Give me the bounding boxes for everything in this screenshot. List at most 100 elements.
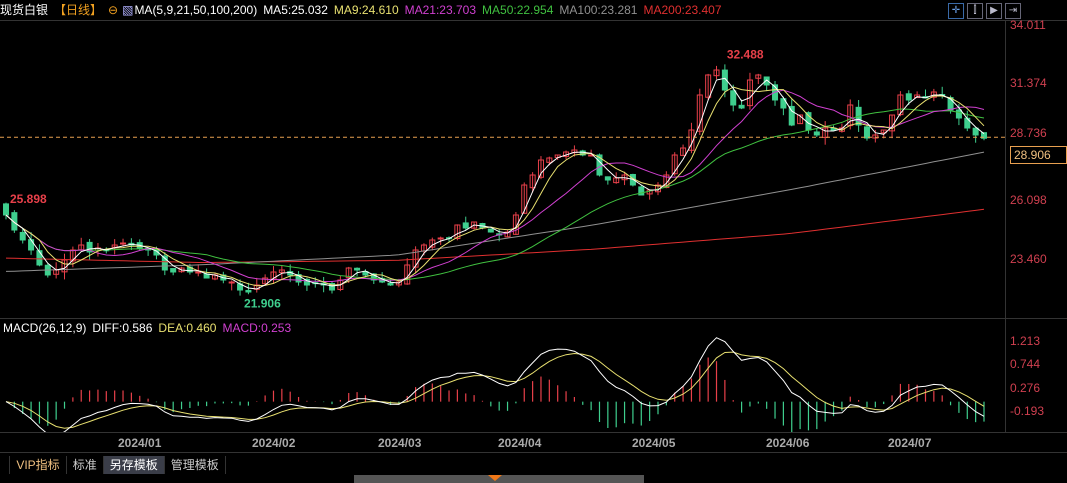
- candle-up: [537, 159, 544, 178]
- date-tick: 2024/04: [498, 436, 542, 450]
- candle-up: [228, 281, 235, 284]
- price-chart[interactable]: 25.898 21.906 32.488: [0, 0, 1005, 432]
- candle-up: [671, 154, 678, 175]
- tab-manage-templates[interactable]: 管理模板: [165, 456, 226, 474]
- candle-up: [437, 237, 444, 240]
- divider: [0, 318, 1067, 319]
- candle-down: [245, 289, 252, 293]
- candle-up: [897, 94, 904, 116]
- date-tick: 2024/01: [118, 436, 162, 450]
- chart-toolbar: ✛ ⫿ ▶ ⇥: [948, 3, 1021, 19]
- candle-down: [763, 76, 770, 86]
- ma9-line: [5, 86, 985, 287]
- candle-down: [964, 117, 971, 129]
- settings-circle-icon[interactable]: ⊖: [108, 3, 119, 17]
- price-tick: 28.736: [1010, 126, 1047, 140]
- date-tick: 2024/03: [378, 436, 422, 450]
- candle-up: [69, 249, 76, 262]
- candle-down: [738, 104, 745, 109]
- dea-value: DEA:0.460: [158, 321, 217, 335]
- tab-vip-indicators[interactable]: VIP指标: [10, 456, 67, 474]
- candle-down: [328, 283, 336, 291]
- candle-down: [19, 231, 26, 241]
- high-annotation: 25.898: [10, 192, 47, 206]
- macd-tick: 0.744: [1010, 357, 1041, 371]
- candle-down: [863, 126, 870, 139]
- candle-up: [914, 94, 921, 99]
- ma9-value: MA9:24.610: [333, 3, 399, 17]
- candle-up: [521, 184, 528, 214]
- candle-up: [713, 69, 720, 77]
- candle-up: [688, 129, 695, 151]
- macd-value: MACD:0.253: [222, 321, 292, 335]
- play-icon[interactable]: ▶: [986, 3, 1002, 19]
- candle-up: [195, 271, 202, 274]
- candle-down: [972, 127, 979, 136]
- candle-up: [680, 147, 687, 156]
- diff-value: DIFF:0.586: [92, 321, 153, 335]
- scroll-arrow-icon[interactable]: [488, 475, 502, 481]
- ma200-value: MA200:23.407: [643, 3, 722, 17]
- candle-down: [813, 131, 820, 136]
- date-tick: 2024/02: [252, 436, 296, 450]
- candle-down: [730, 90, 737, 106]
- candle-up: [454, 224, 461, 240]
- ma50-line: [5, 108, 985, 281]
- candle-up: [746, 79, 753, 107]
- candle-up: [262, 277, 269, 285]
- period-selector[interactable]: 【日线】: [54, 3, 103, 17]
- candle-up: [120, 242, 127, 245]
- candle-down: [604, 176, 611, 181]
- candle-up: [345, 267, 352, 279]
- exit-right-icon[interactable]: ⇥: [1005, 3, 1021, 19]
- candle-down: [370, 273, 377, 281]
- ma-indicator-icon[interactable]: ▧: [122, 3, 134, 17]
- candle-up: [696, 94, 703, 132]
- date-tick: 2024/07: [888, 436, 932, 450]
- ma100-line: [5, 151, 985, 272]
- candle-up: [278, 269, 285, 273]
- candle-up: [755, 74, 762, 79]
- divider: [0, 452, 1067, 453]
- crosshair-icon[interactable]: ✛: [948, 3, 964, 19]
- divider: [0, 20, 1067, 21]
- macd-params[interactable]: MACD(26,12,9): [3, 321, 87, 335]
- diff-line: [5, 337, 985, 432]
- divider: [0, 432, 1067, 433]
- candle-up: [412, 249, 419, 268]
- candle-down: [303, 278, 310, 286]
- ma21-value: MA21:23.703: [404, 3, 477, 17]
- date-tick: 2024/06: [766, 436, 810, 450]
- high-annotation: 32.488: [727, 47, 764, 61]
- candle-down: [462, 222, 469, 229]
- ma5-value: MA5:25.032: [263, 3, 328, 17]
- price-tick: 26.098: [1010, 193, 1047, 207]
- candle-down: [955, 109, 962, 119]
- zoom-range-icon[interactable]: ⫿: [967, 3, 983, 19]
- candle-down: [295, 274, 302, 283]
- candle-down: [596, 154, 603, 176]
- candle-up: [512, 214, 519, 235]
- chart-header: 现货白银 【日线】 ⊖ ▧MA(5,9,21,50,100,200) MA5:25.03…: [0, 0, 940, 20]
- ma50-value: MA50:22.954: [482, 3, 554, 17]
- candle-up: [872, 134, 879, 139]
- macd-tick: 0.276: [1010, 381, 1041, 395]
- candle-up: [705, 74, 712, 98]
- ma100-value: MA100:23.281: [559, 3, 638, 17]
- macd-header: MACD(26,12,9) DIFF:0.586 DEA:0.460 MACD:0.2…: [3, 321, 297, 335]
- candle-down: [362, 271, 369, 276]
- candle-down: [11, 212, 18, 231]
- price-tick: 23.460: [1010, 252, 1047, 266]
- dea-line: [5, 351, 985, 429]
- tab-save-template[interactable]: 另存模板: [103, 456, 165, 474]
- candle-down: [780, 98, 787, 109]
- horizontal-scrollbar[interactable]: [354, 475, 644, 483]
- candle-down: [28, 239, 35, 251]
- last-price-label: 28.906: [1010, 146, 1067, 164]
- candle-down: [638, 186, 645, 196]
- tab-standard[interactable]: 标准: [67, 456, 104, 474]
- template-tabs: VIP指标 标准 另存模板 管理模板: [0, 456, 226, 474]
- macd-tick: 1.213: [1010, 334, 1041, 348]
- ma-params[interactable]: MA(5,9,21,50,100,200): [134, 3, 258, 17]
- tabs-scroll-left[interactable]: [0, 456, 11, 474]
